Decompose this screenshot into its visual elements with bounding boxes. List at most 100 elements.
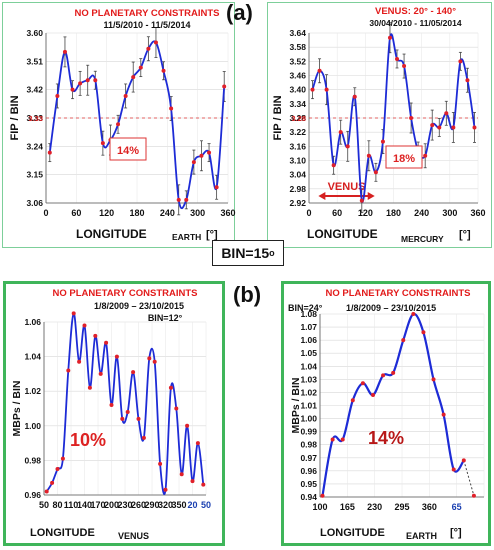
mercury-fip-xtick-label: 300 [442, 208, 457, 218]
mercury-fip-data-point [324, 87, 329, 92]
mercury-fip-subtitle: 30/04/2010 - 11/05/2014 [369, 18, 461, 28]
earth-fip-data-point [153, 40, 158, 45]
venus-mbps-xtick-label: 110 [64, 500, 79, 510]
venus-mbps-data-point [163, 487, 168, 492]
venus-mbps-xtick-label: 260 [131, 500, 146, 510]
mercury-fip-ytick-label: 2.98 [289, 184, 306, 194]
venus-mbps-data-point [71, 311, 76, 316]
earth-mbps-xtick-label: 230 [367, 502, 382, 512]
mercury-fip-xunit: [°] [459, 229, 471, 241]
venus-mbps-xtick-label: 320 [158, 500, 173, 510]
earth-mbps-ytick-label: 1.01 [300, 401, 317, 411]
earth-fip-xtick-label: 300 [190, 208, 205, 218]
venus-mbps-xtick-label: 350 [171, 500, 186, 510]
mercury-fip-title: VENUS: 20° - 140° [375, 6, 456, 17]
earth-fip-data-point [62, 49, 67, 54]
mercury-fip-data-point [373, 170, 378, 175]
earth-fip-mean-label: 3.33 [28, 114, 43, 123]
earth-fip-ytick-label: 3.51 [26, 56, 43, 66]
mercury-fip-ytick-label: 3.10 [289, 156, 306, 166]
earth-fip-ytick-label: 3.60 [26, 28, 43, 38]
venus-mbps-ylabel: MBPs / BIN [11, 380, 23, 436]
mercury-fip-data-point [409, 116, 414, 120]
earth-fip-xtick-label: 180 [129, 208, 144, 218]
earth-fip-xunit: [°] [206, 229, 218, 241]
mercury-fip-data-point [451, 125, 456, 130]
earth-mbps-ytick-label: 1.03 [300, 374, 317, 384]
mercury-fip-xtick-label: 240 [414, 208, 429, 218]
venus-mbps-data-point [60, 456, 65, 461]
earth-fip-xlabel: LONGITUDE [76, 227, 147, 241]
mercury-fip-data-point [317, 68, 322, 73]
mercury-fip-xtick-label: 180 [386, 208, 401, 218]
venus-mbps-data-point [168, 385, 173, 390]
earth-fip-data-point [161, 68, 166, 73]
earth-fip-data-point [214, 185, 219, 190]
mercury-fip-ylabel: FIP / BIN [272, 95, 284, 140]
earth-mbps-data-point [340, 437, 345, 442]
venus-mbps-xtick-label: 20 [187, 500, 197, 510]
mercury-fip-data-point [423, 153, 428, 158]
earth-mbps-xlabel-sub: EARTH [406, 531, 437, 541]
mercury-fip-mean-label: 3.28 [291, 114, 306, 123]
venus-mbps-xtick-label: 170 [90, 500, 105, 510]
venus-mbps-bin-text: BIN=12° [148, 313, 183, 323]
venus-mbps-ytick-label: 1.04 [24, 352, 41, 362]
earth-fip-xtick-label: 120 [99, 208, 114, 218]
earth-fip-data-point [47, 150, 52, 155]
venus-mbps-data-point [190, 479, 195, 484]
mercury-fip-xtick-label: 120 [358, 208, 373, 218]
bin-note-text: BIN=15 [221, 245, 270, 261]
mercury-fip-data-point [338, 130, 343, 135]
venus-mbps-data-point [82, 323, 87, 328]
earth-mbps-xunit: [°] [450, 527, 462, 539]
earth-mbps-ytick-label: 1.02 [300, 387, 317, 397]
panel-a-right [267, 2, 492, 248]
venus-mbps-title: NO PLANETARY CONSTRAINTS [53, 288, 198, 299]
earth-fip-data-point [93, 78, 98, 83]
venus-mbps-data-point [179, 472, 184, 477]
earth-mbps-series-line [321, 312, 465, 496]
mercury-fip-xtick-label: 0 [306, 208, 311, 218]
mercury-fip-ytick-label: 3.34 [289, 99, 306, 109]
earth-fip-data-point [131, 75, 136, 80]
venus-mbps-ytick-label: 1.02 [24, 386, 41, 396]
earth-mbps-data-point [350, 398, 355, 403]
earth-mbps-data-point [461, 458, 466, 463]
earth-mbps-ytick-label: 1.04 [300, 361, 317, 371]
venus-mbps-data-point [77, 359, 82, 364]
earth-mbps-data-point [451, 467, 456, 472]
mercury-fip-data-point [366, 153, 371, 158]
venus-mbps-ytick-label: 1.06 [24, 317, 41, 327]
venus-mbps-data-point [136, 416, 141, 421]
earth-mbps-xtick-label: 65 [452, 502, 462, 512]
mercury-fip-data-point [395, 56, 400, 61]
earth-fip-data-point [116, 122, 121, 127]
mercury-fip-xlabel: LONGITUDE [307, 227, 378, 241]
earth-fip-ytick-label: 3.24 [26, 141, 43, 151]
venus-mbps-data-point [109, 403, 114, 408]
earth-fip-title: NO PLANETARY CONSTRAINTS [75, 8, 220, 19]
bin-note-degree: o [269, 248, 275, 258]
venus-mbps-xtick-label: 290 [144, 500, 159, 510]
venus-mbps-ytick-label: 1.00 [24, 421, 41, 431]
venus-mbps-xtick-label: 50 [39, 500, 49, 510]
earth-fip-data-point [138, 65, 143, 70]
earth-mbps-data-point [471, 493, 476, 498]
earth-fip-ytick-label: 3.15 [26, 170, 43, 180]
earth-fip-data-point [123, 93, 128, 98]
venus-mbps-data-point [66, 368, 71, 373]
venus-mbps-data-point [120, 416, 125, 421]
earth-mbps-series-dotted-tail [463, 460, 475, 496]
earth-fip-data-point [207, 150, 212, 155]
earth-fip-data-point [100, 141, 105, 146]
earth-mbps-ytick-label: 1.00 [300, 414, 317, 424]
earth-mbps-ytick-label: 0.96 [300, 466, 317, 476]
earth-fip-xtick-label: 240 [160, 208, 175, 218]
mercury-fip-ytick-label: 3.58 [289, 42, 306, 52]
earth-mbps-data-point [370, 393, 375, 398]
earth-mbps-xtick-label: 360 [422, 502, 437, 512]
venus-mbps-percent-label: 10% [70, 430, 106, 450]
earth-mbps-ytick-label: 0.99 [300, 427, 317, 437]
venus-mbps-data-point [147, 356, 152, 361]
